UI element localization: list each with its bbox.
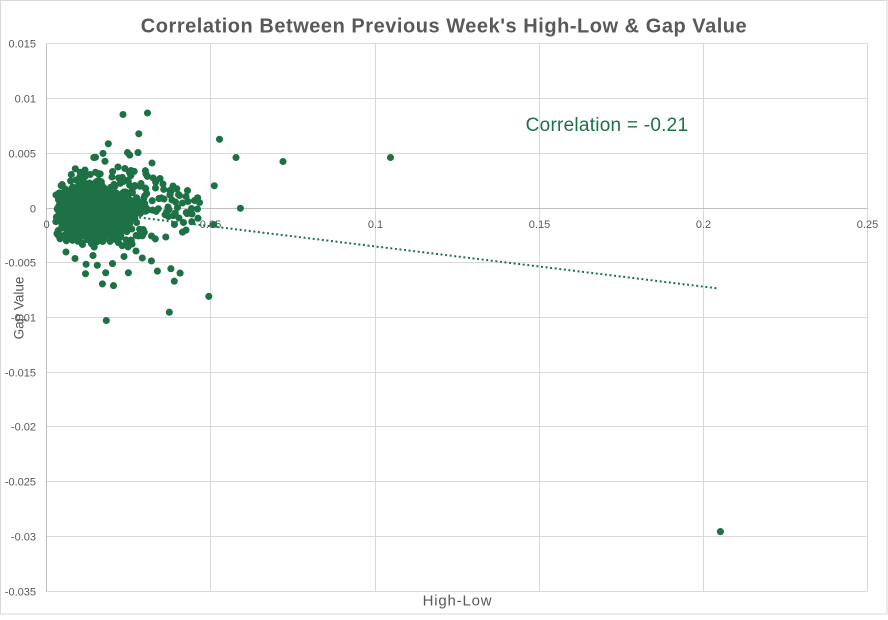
svg-text:0: 0 [30,203,36,215]
svg-text:-0.005: -0.005 [5,257,36,269]
svg-text:Gap Value: Gap Value [12,277,27,340]
svg-text:0.2: 0.2 [696,219,711,231]
svg-text:0.1: 0.1 [368,219,383,231]
svg-text:Correlation Between Previous W: Correlation Between Previous Week's High… [141,15,747,37]
svg-text:-0.02: -0.02 [11,421,36,433]
svg-text:-0.015: -0.015 [5,367,36,379]
svg-text:-0.035: -0.035 [5,586,36,598]
svg-text:0.005: 0.005 [8,148,36,160]
svg-text:0: 0 [43,219,49,231]
svg-text:0.15: 0.15 [529,219,550,231]
svg-text:0.25: 0.25 [857,219,878,231]
svg-text:-0.01: -0.01 [11,312,36,324]
svg-text:High-Low: High-Low [423,593,493,610]
svg-text:0.015: 0.015 [8,38,36,50]
svg-text:0.01: 0.01 [15,93,36,105]
svg-text:-0.03: -0.03 [11,531,36,543]
svg-text:Correlation = -0.21: Correlation = -0.21 [526,115,689,136]
svg-text:-0.025: -0.025 [5,476,36,488]
